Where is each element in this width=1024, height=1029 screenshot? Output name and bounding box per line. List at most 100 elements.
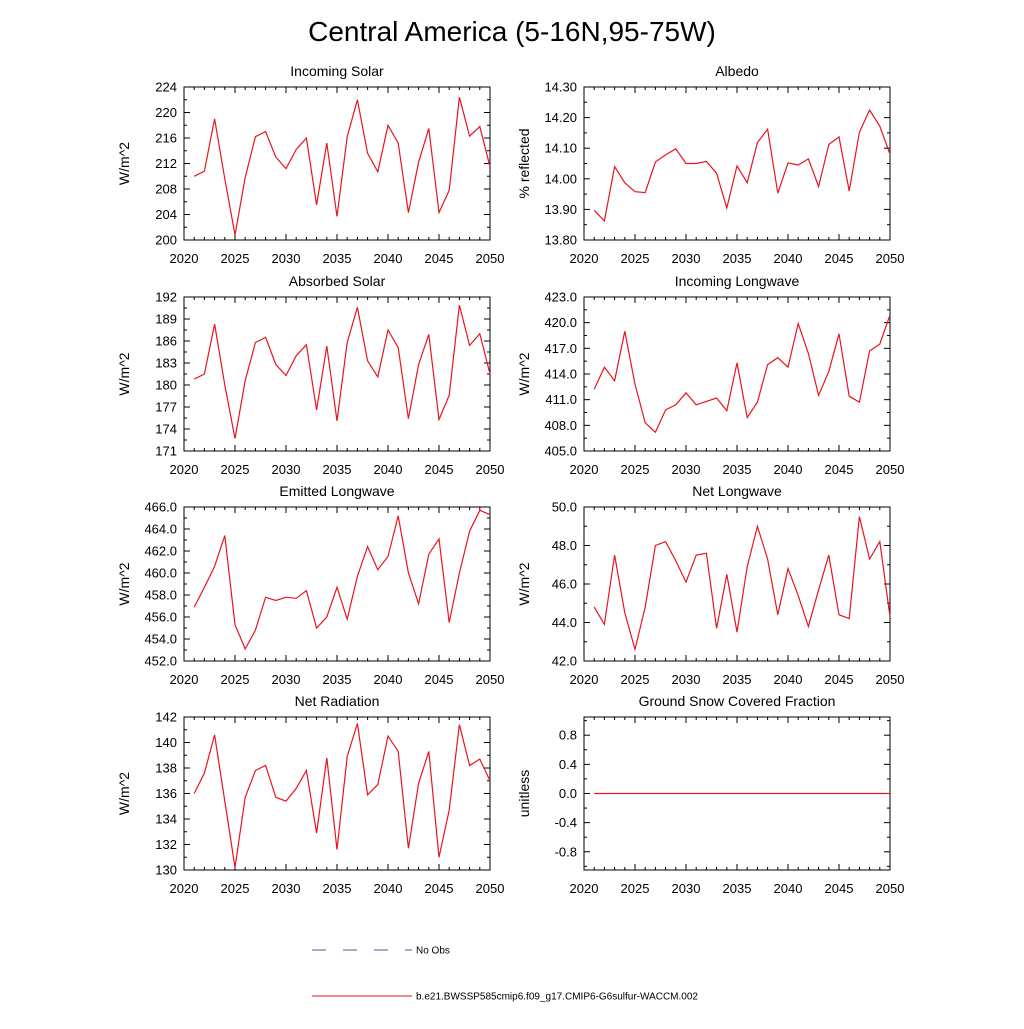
y-tick-label: 458.0 <box>144 588 177 603</box>
panel-5: Net Longwave W/m^2 2020 2025 2030 2035 2040 204… <box>516 483 904 687</box>
y-tick-label: 14.30 <box>544 80 577 95</box>
y-tick-label: 405.0 <box>544 444 577 459</box>
x-tick-label: 2020 <box>570 672 599 687</box>
series-line <box>593 314 891 434</box>
panel-title: Net Longwave <box>692 483 782 499</box>
y-tick-label: 460.0 <box>144 566 177 581</box>
y-tick-label: 456.0 <box>144 610 177 625</box>
x-tick-label: 2025 <box>221 881 250 896</box>
y-tick-label: 204 <box>155 207 177 222</box>
x-tick-label: 2030 <box>272 672 301 687</box>
x-tick-label: 2035 <box>323 462 352 477</box>
x-tick-label: 2040 <box>374 881 403 896</box>
x-tick-label: 2045 <box>825 672 854 687</box>
x-tick-label: 2045 <box>425 251 454 266</box>
y-tick-label: -0.8 <box>555 844 577 859</box>
x-tick-label: 2050 <box>876 881 905 896</box>
y-tick-label: 192 <box>155 290 177 305</box>
x-tick-label: 2035 <box>323 251 352 266</box>
legend-label-model: b.e21.BWSSP585cmip6.f09_g17.CMIP6-G6sulf… <box>416 992 698 1003</box>
y-tick-label: 14.20 <box>544 110 577 125</box>
y-tick-label: 46.0 <box>552 577 577 592</box>
y-tick-label: 420.0 <box>544 315 577 330</box>
panel-title: Emitted Longwave <box>279 483 394 499</box>
x-tick-label: 2050 <box>476 462 505 477</box>
panel-1: Albedo % reflected 2020 2025 2030 2035 2040 204… <box>516 63 904 266</box>
x-tick-label: 2035 <box>723 881 752 896</box>
x-tick-label: 2030 <box>672 881 701 896</box>
y-tick-label: 174 <box>155 422 177 437</box>
x-tick-label: 2020 <box>570 251 599 266</box>
series-line <box>593 516 891 652</box>
x-tick-label: 2050 <box>476 251 505 266</box>
y-tick-label: 132 <box>155 837 177 852</box>
y-tick-label: -0.4 <box>555 815 577 830</box>
x-tick-label: 2020 <box>570 881 599 896</box>
series-line <box>193 97 491 236</box>
y-tick-label: 14.10 <box>544 141 577 156</box>
y-tick-label: 411.0 <box>545 392 577 407</box>
y-tick-label: 50.0 <box>552 500 577 515</box>
x-tick-label: 2030 <box>672 672 701 687</box>
x-tick-label: 2040 <box>374 251 403 266</box>
plot-frame <box>183 86 491 241</box>
x-tick-label: 2030 <box>272 462 301 477</box>
y-tick-label: 466.0 <box>144 500 177 515</box>
x-tick-label: 2045 <box>425 462 454 477</box>
y-axis-label: % reflected <box>516 128 532 198</box>
y-tick-label: 183 <box>155 356 177 371</box>
y-tick-label: 212 <box>155 156 177 171</box>
x-tick-label: 2025 <box>621 881 650 896</box>
x-tick-label: 2045 <box>825 881 854 896</box>
x-tick-label: 2035 <box>723 251 752 266</box>
x-tick-label: 2030 <box>672 462 701 477</box>
panel-2: Absorbed Solar W/m^2 2020 2025 2030 2035 2040 2… <box>116 273 504 477</box>
y-tick-label: 0.0 <box>559 786 577 801</box>
x-tick-label: 2045 <box>425 672 454 687</box>
y-tick-label: 452.0 <box>144 654 177 669</box>
y-tick-label: 44.0 <box>552 615 577 630</box>
x-tick-label: 2035 <box>723 672 752 687</box>
x-tick-label: 2040 <box>774 672 803 687</box>
y-tick-label: 42.0 <box>552 654 577 669</box>
y-tick-label: 208 <box>155 182 177 197</box>
y-tick-label: 14.00 <box>544 171 577 186</box>
x-tick-label: 2040 <box>374 672 403 687</box>
x-tick-label: 2045 <box>825 462 854 477</box>
x-tick-label: 2040 <box>774 462 803 477</box>
x-tick-label: 2025 <box>221 251 250 266</box>
plot-frame <box>183 296 491 452</box>
x-tick-label: 2050 <box>476 672 505 687</box>
y-tick-label: 48.0 <box>552 538 577 553</box>
y-tick-label: 177 <box>155 400 177 415</box>
x-tick-label: 2050 <box>876 251 905 266</box>
y-tick-label: 0.8 <box>559 728 577 743</box>
x-tick-label: 2030 <box>672 251 701 266</box>
x-tick-label: 2045 <box>425 881 454 896</box>
y-tick-label: 464.0 <box>144 522 177 537</box>
x-tick-label: 2025 <box>621 251 650 266</box>
panels: Incoming Solar W/m^2 2020 2025 2030 2035 2040 2… <box>116 63 904 896</box>
plot-frame <box>583 506 891 662</box>
panel-7: Ground Snow Covered Fraction unitless 2020… <box>516 693 904 896</box>
panel-title: Absorbed Solar <box>289 273 386 289</box>
x-tick-label: 2025 <box>621 462 650 477</box>
y-tick-label: 408.0 <box>544 418 577 433</box>
x-tick-label: 2025 <box>221 672 250 687</box>
y-tick-label: 216 <box>155 131 177 146</box>
x-tick-label: 2025 <box>621 672 650 687</box>
x-tick-label: 2050 <box>876 672 905 687</box>
plot-frame <box>583 296 891 452</box>
x-tick-label: 2030 <box>272 251 301 266</box>
y-axis-label: W/m^2 <box>116 352 132 395</box>
x-tick-label: 2040 <box>774 251 803 266</box>
y-axis-label: W/m^2 <box>516 352 532 395</box>
y-tick-label: 414.0 <box>544 367 577 382</box>
panel-title: Incoming Solar <box>290 63 384 79</box>
y-tick-label: 171 <box>155 444 177 459</box>
x-tick-label: 2035 <box>323 881 352 896</box>
y-tick-label: 138 <box>155 761 177 776</box>
y-tick-label: 136 <box>155 786 177 801</box>
